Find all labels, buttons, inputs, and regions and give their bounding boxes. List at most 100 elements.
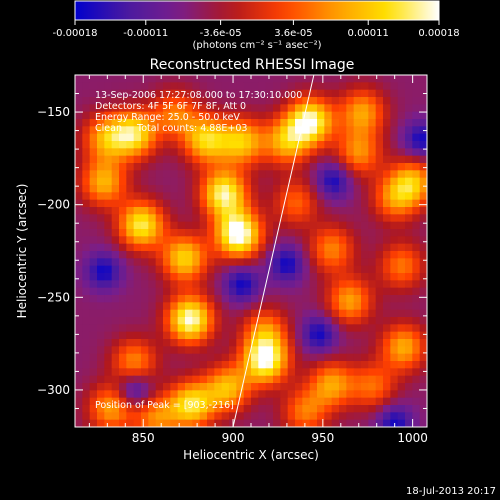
heatmap-cell bbox=[111, 126, 120, 135]
heatmap-cell bbox=[192, 309, 201, 318]
heatmap-cell bbox=[295, 383, 303, 391]
heatmap-cell bbox=[258, 126, 267, 135]
heatmap-cell bbox=[126, 148, 135, 157]
heatmap-cell bbox=[302, 346, 311, 355]
heatmap-cell bbox=[302, 317, 311, 325]
heatmap-cell bbox=[405, 214, 413, 223]
heatmap-cell bbox=[82, 221, 91, 230]
heatmap-cell bbox=[361, 258, 369, 267]
heatmap-cell bbox=[346, 89, 355, 98]
heatmap-cell bbox=[258, 317, 267, 325]
heatmap-cell bbox=[126, 199, 135, 208]
heatmap-cell bbox=[419, 75, 427, 83]
heatmap-cell bbox=[141, 287, 149, 296]
heatmap-cell bbox=[251, 309, 259, 318]
heatmap-cell bbox=[155, 295, 164, 303]
heatmap-cell bbox=[133, 317, 142, 325]
heatmap-cell bbox=[273, 111, 281, 120]
heatmap-cell bbox=[309, 405, 318, 413]
heatmap-cell bbox=[273, 97, 281, 105]
heatmap-cell bbox=[192, 199, 201, 208]
heatmap-cell bbox=[185, 126, 193, 135]
heatmap-cell bbox=[280, 309, 289, 318]
heatmap-cell bbox=[405, 75, 413, 83]
heatmap-cell bbox=[280, 412, 289, 421]
heatmap-cell bbox=[251, 148, 259, 157]
heatmap-cell bbox=[331, 273, 340, 281]
heatmap-cell bbox=[405, 331, 413, 340]
heatmap-cell bbox=[214, 104, 223, 113]
heatmap-cell bbox=[82, 192, 91, 201]
heatmap-cell bbox=[368, 324, 377, 333]
heatmap-cell bbox=[390, 243, 399, 252]
heatmap-cell bbox=[280, 265, 289, 274]
heatmap-cell bbox=[170, 221, 179, 230]
heatmap-cell bbox=[236, 339, 245, 347]
heatmap-cell bbox=[331, 309, 340, 318]
heatmap-cell bbox=[405, 258, 413, 267]
heatmap-cell bbox=[207, 331, 215, 340]
heatmap-cell bbox=[368, 119, 377, 127]
heatmap-cell bbox=[177, 75, 186, 83]
heatmap-cell bbox=[383, 412, 391, 421]
heatmap-cell bbox=[119, 317, 127, 325]
heatmap-cell bbox=[89, 141, 98, 149]
heatmap-cell bbox=[163, 133, 171, 142]
heatmap-cell bbox=[207, 265, 215, 274]
heatmap-cell bbox=[104, 295, 113, 303]
heatmap-cell bbox=[141, 339, 149, 347]
heatmap-cell bbox=[111, 243, 120, 252]
heatmap-cell bbox=[309, 295, 318, 303]
heatmap-cell bbox=[397, 390, 406, 399]
heatmap-cell bbox=[89, 185, 98, 193]
heatmap-cell bbox=[82, 119, 91, 127]
heatmap-cell bbox=[214, 419, 223, 427]
heatmap-cell bbox=[111, 141, 120, 149]
heatmap-cell bbox=[207, 111, 215, 120]
heatmap-cell bbox=[295, 214, 303, 223]
heatmap-cell bbox=[243, 405, 252, 413]
heatmap-cell bbox=[324, 155, 333, 164]
heatmap-cell bbox=[89, 75, 98, 83]
heatmap-cell bbox=[375, 390, 384, 399]
heatmap-cell bbox=[419, 251, 427, 259]
heatmap-cell bbox=[177, 346, 186, 355]
heatmap-cell bbox=[177, 119, 186, 127]
heatmap-cell bbox=[199, 185, 208, 193]
heatmap-cell bbox=[353, 126, 362, 135]
heatmap-cell bbox=[390, 251, 399, 259]
heatmap-cell bbox=[258, 243, 267, 252]
heatmap-cell bbox=[141, 170, 149, 179]
heatmap-cell bbox=[82, 251, 91, 259]
heatmap-cell bbox=[141, 141, 149, 149]
heatmap-cell bbox=[258, 383, 267, 391]
heatmap-cell bbox=[243, 155, 252, 164]
heatmap-cell bbox=[390, 309, 399, 318]
heatmap-cell bbox=[295, 295, 303, 303]
heatmap-cell bbox=[353, 265, 362, 274]
heatmap-cell bbox=[148, 405, 157, 413]
heatmap-cell bbox=[148, 412, 157, 421]
heatmap-cell bbox=[287, 192, 296, 201]
heatmap-cell bbox=[221, 368, 230, 377]
heatmap-cell bbox=[155, 361, 164, 369]
heatmap-cell bbox=[207, 214, 215, 223]
heatmap-cell bbox=[324, 412, 333, 421]
heatmap-cell bbox=[324, 221, 333, 230]
heatmap-cell bbox=[214, 141, 223, 149]
heatmap-cell bbox=[280, 177, 289, 186]
heatmap-cell bbox=[97, 258, 105, 267]
heatmap-cell bbox=[368, 111, 377, 120]
heatmap-cell bbox=[251, 419, 259, 427]
heatmap-cell bbox=[163, 295, 171, 303]
heatmap-cell bbox=[177, 141, 186, 149]
heatmap-cell bbox=[214, 346, 223, 355]
heatmap-cell bbox=[273, 148, 281, 157]
heatmap-cell bbox=[302, 339, 311, 347]
heatmap-cell bbox=[133, 229, 142, 237]
heatmap-cell bbox=[82, 353, 91, 362]
heatmap-cell bbox=[185, 412, 193, 421]
heatmap-cell bbox=[317, 155, 325, 164]
heatmap-cell bbox=[236, 207, 245, 215]
heatmap-cell bbox=[331, 405, 340, 413]
